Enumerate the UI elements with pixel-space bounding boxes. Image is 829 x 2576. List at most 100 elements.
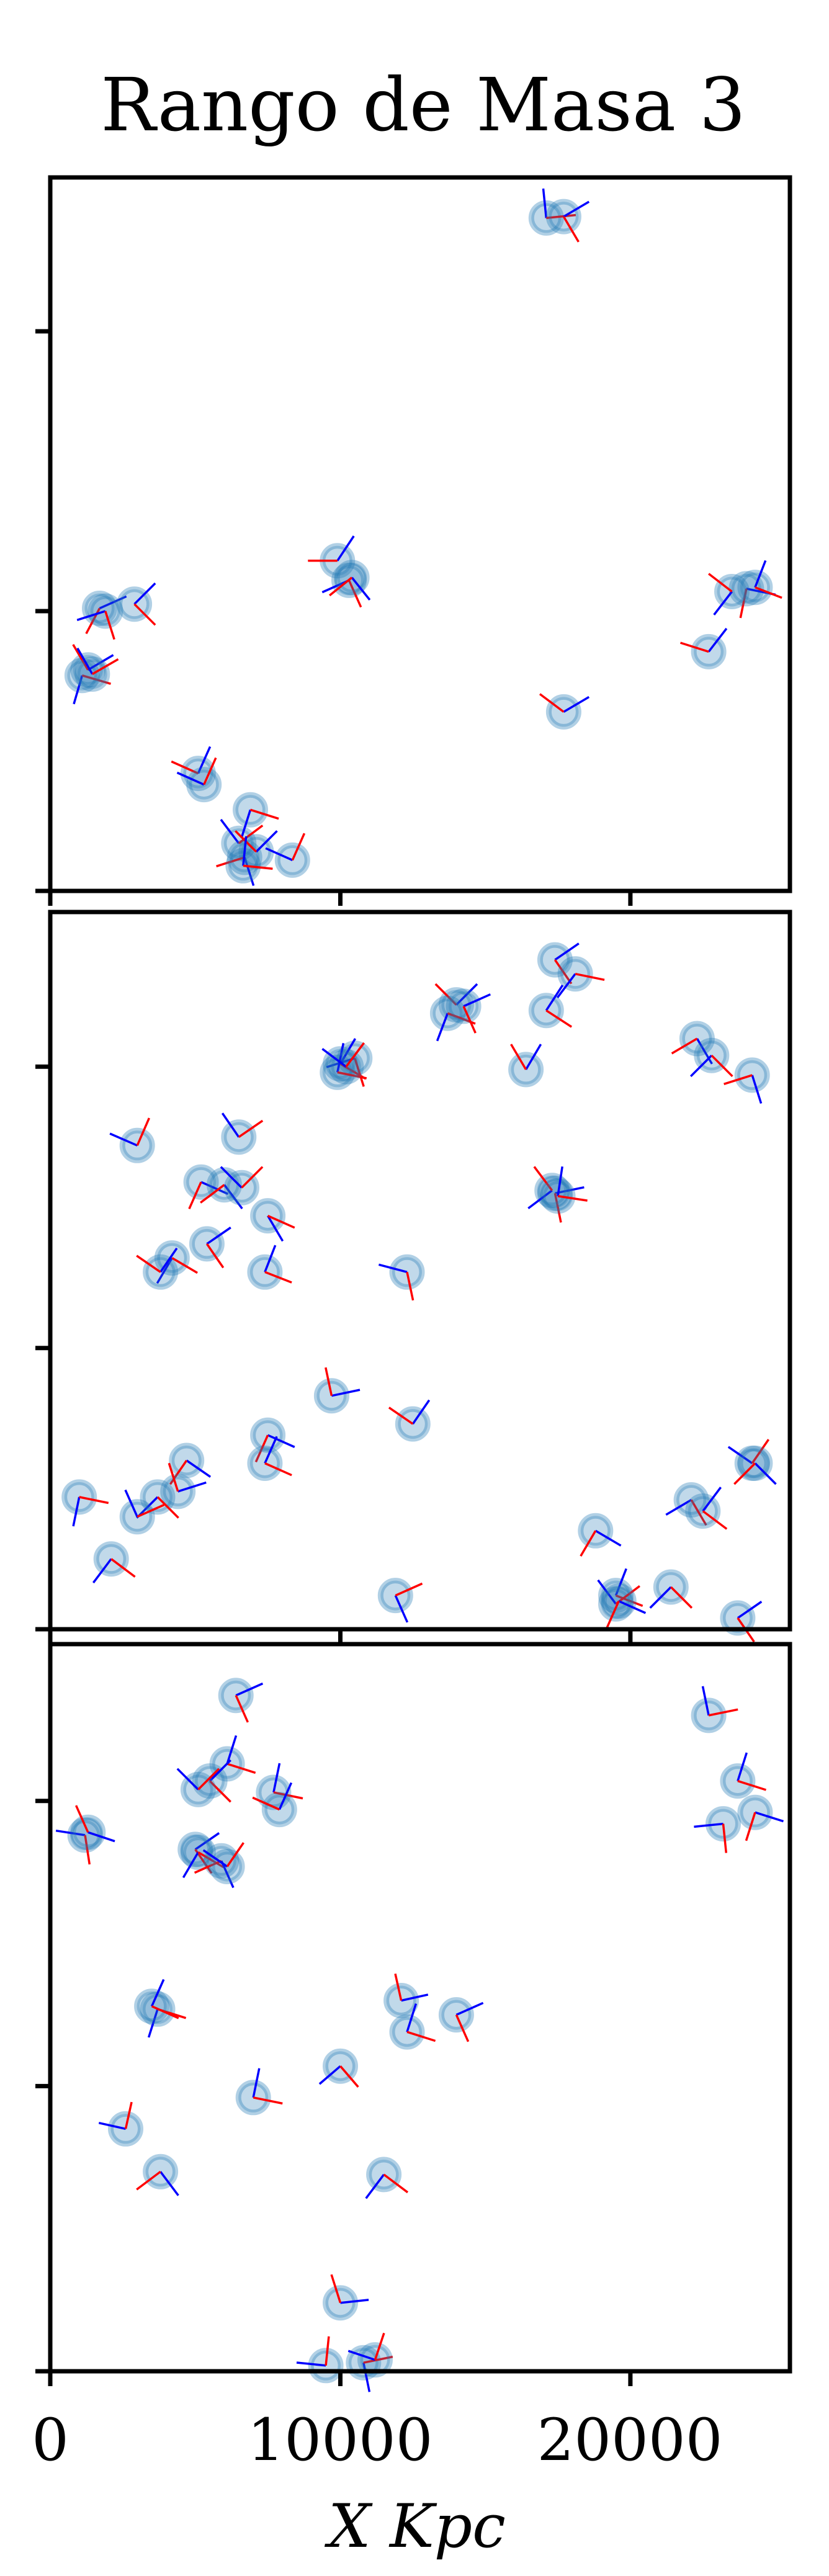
panel-top <box>35 175 792 906</box>
x-tick-label: 20000 <box>537 2407 722 2474</box>
orientation-vector <box>737 1601 763 1619</box>
orientation-vector <box>109 1132 138 1147</box>
orientation-vector <box>136 2170 161 2191</box>
orientation-vector <box>186 1459 212 1478</box>
orientation-vector <box>238 1119 264 1138</box>
orientation-vector <box>546 213 576 220</box>
orientation-vector <box>395 1582 423 1597</box>
orientation-vector <box>755 1811 784 1823</box>
panel-top-points <box>64 188 782 887</box>
orientation-vector <box>463 993 491 1008</box>
orientation-vector <box>614 1568 627 1596</box>
orientation-vector <box>701 1686 710 1716</box>
orientation-vector <box>197 1768 220 1791</box>
orientation-vector <box>351 576 371 601</box>
orientation-vector <box>542 188 548 218</box>
orientation-vector <box>562 216 580 243</box>
orientation-vector <box>374 2332 385 2361</box>
orientation-vector <box>365 2173 385 2199</box>
orientation-vector <box>455 983 478 1006</box>
orientation-vector <box>462 1006 477 1034</box>
orientation-vector <box>330 2274 342 2304</box>
orientation-vector <box>226 1842 244 1867</box>
orientation-vector <box>151 2005 179 2019</box>
orientation-vector <box>455 2014 470 2042</box>
panel-middle-ticks <box>35 1064 633 1644</box>
orientation-vector <box>755 586 782 599</box>
orientation-vector <box>411 1399 431 1425</box>
orientation-vector <box>156 1496 179 1519</box>
orientation-vector <box>525 1044 542 1070</box>
orientation-vector <box>264 1271 292 1284</box>
orientation-vector <box>171 1257 198 1274</box>
orientation-vector <box>200 1181 229 1195</box>
x-tick-label: 10000 <box>247 2407 432 2474</box>
orientation-vector <box>649 1586 672 1609</box>
x-tick-labels: 0 10000 20000 <box>32 2407 722 2474</box>
orientation-vector <box>240 809 252 839</box>
orientation-vector <box>151 1979 165 2007</box>
orientation-vector <box>754 1462 777 1485</box>
orientation-vector <box>388 1407 414 1425</box>
orientation-vector <box>241 1166 264 1189</box>
orientation-vector <box>575 972 605 982</box>
orientation-vector <box>690 1499 707 1526</box>
orientation-vector <box>238 825 264 844</box>
orientation-vector <box>249 808 279 820</box>
orientation-vector <box>91 658 119 676</box>
orientation-vector <box>124 1489 138 1518</box>
panel-bottom-frame <box>48 1642 792 2374</box>
orientation-vector <box>255 830 278 853</box>
orientation-vector <box>73 675 84 705</box>
orientation-vector <box>147 2008 159 2038</box>
orientation-vector <box>253 2096 283 2105</box>
orientation-vector <box>92 1558 112 1584</box>
orientation-vector <box>220 1860 235 1889</box>
panel-middle-frame <box>48 910 792 1632</box>
orientation-vector <box>72 1496 81 1527</box>
orientation-vector <box>455 2001 484 2016</box>
orientation-vector <box>394 1594 409 1623</box>
orientation-vector <box>264 1462 292 1477</box>
orientation-vector <box>329 576 353 597</box>
orientation-vector <box>242 836 248 866</box>
orientation-vector <box>679 642 709 653</box>
orientation-vector <box>722 1823 728 1853</box>
orientation-vector <box>739 588 748 619</box>
orientation-vector <box>606 1600 620 1629</box>
orientation-vector <box>434 983 457 1006</box>
panel-top-frame <box>48 175 792 893</box>
orientation-vector <box>159 2171 179 2196</box>
orientation-vector <box>713 591 733 615</box>
orientation-vector <box>318 2065 341 2085</box>
orientation-vector <box>133 582 156 605</box>
orientation-vector <box>208 1780 231 1803</box>
orientation-vector <box>197 1851 225 1869</box>
orientation-vector <box>406 1271 415 1301</box>
orientation-vector <box>702 1510 728 1530</box>
orientation-vector <box>202 1849 228 1867</box>
orientation-vector <box>580 1530 597 1557</box>
orientation-vector <box>75 1805 89 1833</box>
orientation-vector <box>221 1112 240 1138</box>
orientation-vector <box>563 200 590 218</box>
orientation-vector <box>618 1600 647 1614</box>
orientation-vector <box>671 1037 698 1055</box>
orientation-vector <box>81 674 111 685</box>
orientation-vector <box>710 1054 733 1078</box>
orientation-vector <box>406 2031 436 2042</box>
orientation-vector <box>394 1973 403 2001</box>
orientation-vector <box>188 1181 202 1210</box>
orientation-vector <box>737 1752 748 1782</box>
orientation-vector <box>208 1759 231 1782</box>
orientation-vector <box>336 535 355 561</box>
orientation-vector <box>696 1038 713 1065</box>
orientation-vector <box>176 1768 199 1791</box>
orientation-vector <box>707 627 728 653</box>
orientation-vector <box>545 1009 573 1028</box>
orientation-vector <box>223 1184 243 1210</box>
orientation-vector <box>171 760 199 775</box>
orientation-vector <box>727 1446 753 1464</box>
orientation-vector <box>378 1263 408 1273</box>
